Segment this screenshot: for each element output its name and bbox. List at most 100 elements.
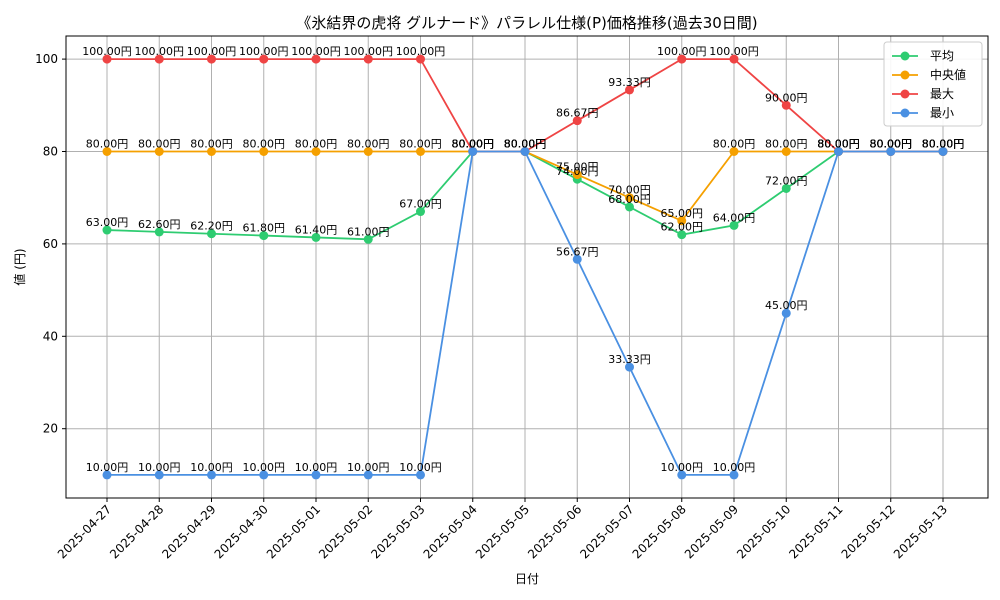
x-axis: 2025-04-272025-04-282025-04-292025-04-30… bbox=[55, 498, 950, 561]
data-point bbox=[677, 216, 687, 226]
data-point bbox=[154, 54, 164, 64]
data-point bbox=[677, 54, 687, 64]
x-tick-label: 2025-05-06 bbox=[525, 502, 584, 561]
data-label: 80.00円 bbox=[713, 138, 756, 151]
data-point bbox=[572, 254, 582, 264]
data-label: 93.33円 bbox=[608, 76, 651, 89]
data-point bbox=[416, 54, 425, 64]
data-label: 63.00円 bbox=[86, 216, 129, 229]
data-point bbox=[625, 85, 634, 95]
data-point bbox=[572, 116, 582, 126]
data-point bbox=[416, 207, 425, 217]
data-label: 62.60円 bbox=[138, 218, 181, 231]
chart-title: 《氷結界の虎将 グルナード》パラレル仕様(P)価格推移(過去30日間) bbox=[296, 14, 757, 32]
data-label: 10.00円 bbox=[661, 461, 704, 474]
legend-marker bbox=[900, 70, 910, 80]
data-label: 80.00円 bbox=[504, 138, 547, 151]
data-label: 10.00円 bbox=[138, 461, 181, 474]
data-point bbox=[416, 470, 425, 480]
data-point bbox=[363, 147, 373, 156]
y-tick-label: 60 bbox=[43, 237, 58, 251]
data-point bbox=[677, 230, 687, 240]
data-label: 80.00円 bbox=[922, 138, 965, 151]
data-point bbox=[259, 147, 269, 156]
data-point bbox=[207, 470, 216, 480]
data-label: 10.00円 bbox=[399, 461, 442, 474]
data-label: 65.00円 bbox=[661, 207, 704, 220]
y-tick-label: 80 bbox=[43, 145, 58, 159]
data-point bbox=[207, 229, 216, 239]
data-label: 80.00円 bbox=[504, 138, 547, 151]
legend-label: 最小 bbox=[930, 106, 954, 120]
x-tick-label: 2025-04-28 bbox=[107, 502, 166, 561]
legend-box bbox=[883, 41, 983, 127]
data-point bbox=[781, 308, 791, 318]
data-label: 80.00円 bbox=[138, 138, 181, 151]
data-point bbox=[729, 220, 739, 230]
data-label: 80.00円 bbox=[817, 138, 860, 151]
data-label: 80.00円 bbox=[922, 138, 965, 151]
legend-marker bbox=[900, 108, 910, 118]
data-label: 10.00円 bbox=[190, 461, 233, 474]
x-tick-label: 2025-04-30 bbox=[212, 502, 271, 561]
data-label: 100.00円 bbox=[396, 45, 446, 58]
data-label: 80.00円 bbox=[452, 138, 495, 151]
data-label: 10.00円 bbox=[713, 461, 756, 474]
series-layer bbox=[102, 54, 948, 480]
y-axis: 20 40 60 80 100 bbox=[35, 52, 66, 436]
data-label: 80.00円 bbox=[452, 138, 495, 151]
data-label: 100.00円 bbox=[709, 45, 759, 58]
x-tick-label: 2025-05-02 bbox=[316, 502, 375, 561]
data-label: 100.00円 bbox=[82, 45, 132, 58]
data-point bbox=[311, 232, 321, 242]
data-label: 10.00円 bbox=[295, 461, 338, 474]
data-label: 33.33円 bbox=[608, 353, 651, 366]
data-point bbox=[834, 147, 843, 156]
data-label: 100.00円 bbox=[239, 45, 289, 58]
y-tick-label: 40 bbox=[43, 329, 58, 343]
x-tick-label: 2025-04-27 bbox=[55, 502, 114, 561]
data-label: 80.00円 bbox=[452, 138, 495, 151]
data-point bbox=[154, 147, 164, 156]
data-point bbox=[781, 100, 791, 110]
data-label: 75.00円 bbox=[556, 161, 599, 174]
data-point bbox=[259, 470, 269, 480]
data-point bbox=[102, 54, 112, 64]
data-label: 61.80円 bbox=[243, 222, 286, 235]
x-tick-label: 2025-05-08 bbox=[630, 502, 689, 561]
x-tick-label: 2025-05-10 bbox=[734, 502, 793, 561]
x-tick-label: 2025-05-13 bbox=[891, 502, 950, 561]
data-label: 45.00円 bbox=[765, 299, 808, 312]
data-label: 80.00円 bbox=[817, 138, 860, 151]
data-label: 64.00円 bbox=[713, 211, 756, 224]
data-point bbox=[311, 147, 321, 156]
data-label: 80.00円 bbox=[870, 138, 913, 151]
data-label: 62.20円 bbox=[190, 220, 233, 233]
data-label: 72.00円 bbox=[765, 174, 808, 187]
data-point bbox=[259, 231, 269, 241]
data-point bbox=[416, 147, 425, 156]
data-label: 80.00円 bbox=[922, 138, 965, 151]
grid-lines bbox=[66, 36, 988, 498]
data-point bbox=[572, 170, 582, 180]
data-point bbox=[938, 147, 948, 156]
data-label: 62.00円 bbox=[661, 221, 704, 234]
data-point bbox=[311, 54, 321, 64]
data-label: 80.00円 bbox=[870, 138, 913, 151]
data-label: 100.00円 bbox=[187, 45, 237, 58]
data-label: 80.00円 bbox=[817, 138, 860, 151]
x-tick-label: 2025-05-04 bbox=[421, 502, 480, 561]
data-point bbox=[102, 147, 112, 156]
x-axis-label: 日付 bbox=[515, 572, 539, 586]
data-point bbox=[886, 147, 896, 156]
data-label: 100.00円 bbox=[291, 45, 341, 58]
data-label: 61.00円 bbox=[347, 225, 390, 238]
data-label: 67.00円 bbox=[399, 198, 442, 211]
data-point bbox=[677, 470, 687, 480]
data-label: 56.67円 bbox=[556, 245, 599, 258]
data-label: 80.00円 bbox=[870, 138, 913, 151]
legend-label: 最大 bbox=[930, 87, 954, 101]
x-tick-label: 2025-04-29 bbox=[159, 502, 218, 561]
data-point bbox=[363, 470, 373, 480]
